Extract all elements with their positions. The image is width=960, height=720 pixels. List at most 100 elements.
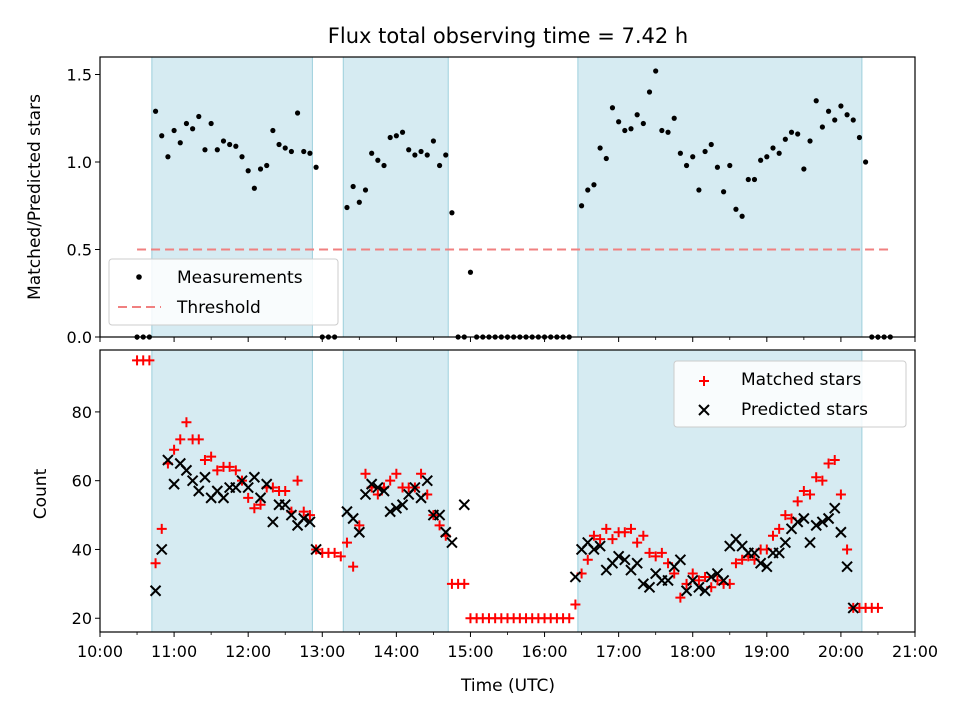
predicted-star-point: [267, 516, 279, 528]
matched-star-point: [255, 499, 266, 510]
measurement-point: [813, 98, 819, 104]
predicted-star-point: [390, 502, 403, 514]
matched-star-point: [625, 523, 636, 534]
predicted-star-point: [841, 560, 853, 573]
observing-window: [342, 56, 449, 338]
x-tick-label: 20:00: [818, 642, 864, 661]
predicted-star-point: [680, 585, 693, 597]
matched-star-point: [224, 461, 235, 472]
y-tick-label: 80: [72, 403, 92, 422]
measurement-point: [202, 147, 208, 153]
measurement-point: [702, 148, 708, 155]
matched-star-point: [292, 475, 303, 486]
count-legend: Matched stars Predicted stars: [673, 360, 907, 428]
measurement-point: [770, 145, 776, 151]
predicted-star-point: [693, 581, 705, 594]
measurement-point: [313, 164, 319, 170]
predicted-star-point: [409, 481, 421, 494]
x-tick-label: 19:00: [744, 642, 790, 661]
measurement-point: [825, 108, 832, 114]
measurement-point: [264, 162, 270, 169]
ratio-axis-ticks: 0.0 0.5 1.0 1.5: [67, 66, 916, 347]
matched-star-point: [693, 575, 704, 586]
matched-star-point: [595, 534, 606, 545]
count-y-axis-label: Count: [31, 468, 51, 519]
matched-star-point: [416, 468, 427, 479]
y-tick-label: 1.0: [67, 153, 92, 172]
count-axis-ticks: 20 40 60 80 10:00 11:00 12:00 13:00 14:00 15:00 16…: [72, 403, 938, 661]
x-tick-label: 17:00: [596, 642, 642, 661]
matched-star-point: [872, 602, 883, 613]
measurement-point: [190, 126, 196, 132]
matched-star-point: [730, 558, 741, 569]
legend-box: [673, 360, 907, 428]
measurement-point: [844, 112, 850, 118]
measurement-point: [807, 138, 813, 144]
predicted-star-point: [835, 526, 847, 538]
measurement-point: [696, 187, 702, 193]
measurement-point: [616, 119, 622, 125]
measurement-point: [165, 154, 171, 160]
measurement-point: [523, 334, 529, 340]
x-tick-label: 16:00: [521, 642, 567, 661]
measurement-point: [344, 204, 350, 211]
x-tick-label: 15:00: [447, 642, 493, 661]
matched-legend-marker: [699, 376, 709, 386]
measurement-point: [733, 206, 739, 212]
matched-star-point: [656, 547, 667, 558]
predicted-star-point: [773, 547, 785, 559]
measurement-point: [634, 112, 640, 118]
matched-star-point: [348, 561, 359, 572]
matched-star-point: [650, 551, 661, 562]
measurement-point: [776, 150, 782, 156]
measurement-point: [788, 129, 795, 135]
measurement-point: [554, 334, 560, 340]
measurement-point: [869, 334, 875, 340]
measurement-point: [152, 108, 159, 114]
measurement-point: [887, 334, 893, 340]
predicted-star-point: [304, 516, 316, 528]
measurement-point: [455, 334, 461, 340]
predicted-star-point: [662, 574, 674, 587]
measurement-point: [535, 334, 541, 340]
measurement-point: [146, 334, 152, 340]
measurement-point: [832, 117, 838, 123]
measurement-point: [671, 115, 677, 121]
measurement-point: [801, 166, 807, 172]
predicted-star-point: [458, 499, 470, 511]
predicted-star-point: [298, 512, 310, 525]
predicted-star-point: [310, 543, 322, 556]
y-tick-label: 0.5: [67, 241, 92, 260]
matched-star-point: [193, 434, 204, 445]
matched-star-point: [767, 530, 778, 541]
measurement-point: [356, 199, 362, 205]
measurement-point: [251, 185, 257, 191]
measurement-legend-marker: [136, 274, 142, 280]
matched-star-point: [156, 523, 167, 534]
matched-star-point: [805, 489, 816, 500]
measurement-point: [529, 334, 535, 340]
predicted-star-point: [569, 571, 582, 583]
measurement-point: [850, 117, 856, 123]
measurement-point: [609, 105, 616, 111]
measurement-point: [461, 334, 467, 340]
predicted-star-point: [248, 471, 261, 483]
x-tick-label: 13:00: [299, 642, 345, 661]
ratio-panel: 0.0 0.5 1.0 1.5 Measurements Threshold: [67, 56, 916, 347]
measurement-point: [177, 140, 183, 146]
predicted-star-point: [415, 492, 427, 504]
matched-star-point: [632, 537, 643, 548]
measurement-point: [270, 127, 276, 134]
measurement-point: [375, 157, 381, 163]
predicted-star-point: [631, 557, 643, 569]
predicted-star-point: [816, 516, 829, 528]
measurement-point: [739, 213, 745, 219]
measurement-point: [646, 89, 653, 95]
ratio-legend: Measurements Threshold: [108, 258, 339, 326]
measurement-point: [758, 157, 764, 163]
measurement-point: [745, 176, 751, 183]
matched-star-point: [798, 486, 809, 496]
measurement-point: [307, 150, 313, 156]
predicted-legend-marker: [698, 404, 710, 416]
matched-star-point: [687, 568, 698, 579]
